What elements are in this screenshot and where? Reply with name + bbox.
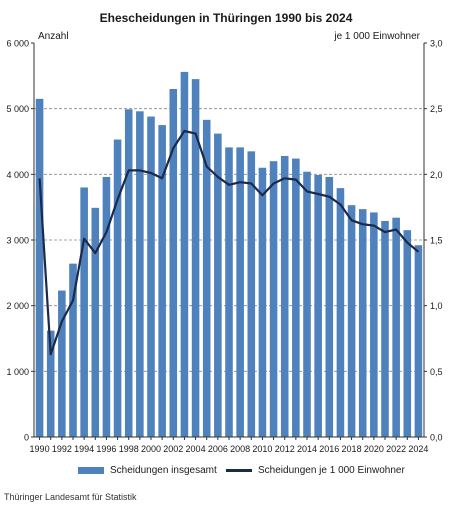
left-axis-label: Anzahl [38, 31, 69, 42]
bar [191, 79, 200, 437]
legend-label-bars: Scheidungen insgesamt [110, 465, 217, 476]
bar [202, 119, 211, 437]
left-tick-label: 6 000 [6, 39, 29, 49]
left-tick-label: 1 000 [6, 367, 29, 377]
bar [370, 212, 378, 437]
x-tick-label: 2000 [141, 444, 161, 454]
right-tick-label: 2,5 [430, 104, 443, 114]
bar [381, 220, 389, 437]
bar [80, 187, 88, 437]
bar [280, 155, 289, 438]
bar [414, 245, 423, 437]
bar [303, 171, 311, 437]
bar [35, 98, 44, 438]
right-tick-label: 1,5 [430, 236, 443, 246]
legend-swatch-bar [78, 467, 104, 474]
bar [336, 188, 345, 437]
bar [236, 147, 244, 437]
left-tick-label: 0 [24, 433, 29, 443]
right-tick-label: 3,0 [430, 39, 443, 49]
x-tick-label: 2006 [208, 444, 228, 454]
bar [347, 205, 356, 437]
bar [292, 158, 300, 437]
bar [269, 161, 278, 437]
x-tick-label: 2020 [364, 444, 384, 454]
bar [225, 147, 233, 437]
legend-swatch-line [226, 469, 252, 472]
x-tick-label: 2024 [408, 444, 428, 454]
bar [358, 209, 367, 437]
bar [91, 207, 100, 437]
source-note: Thüringer Landesamt für Statistik [4, 492, 137, 502]
bar [102, 176, 111, 437]
x-tick-label: 2012 [275, 444, 295, 454]
x-tick-label: 2014 [297, 444, 317, 454]
bar [180, 71, 189, 437]
x-tick-label: 2008 [230, 444, 250, 454]
left-tick-label: 2 000 [6, 301, 29, 311]
right-tick-label: 0,5 [430, 367, 443, 377]
chart-area: Anzahl je 1 000 Einwohner 0 1 000 2 000 3 0… [6, 31, 443, 454]
bar [147, 116, 155, 438]
bar [46, 330, 55, 437]
bar [69, 263, 77, 437]
x-tick-label: 1990 [30, 444, 50, 454]
bar [169, 88, 178, 437]
series-line [38, 129, 420, 356]
x-tick-label: 1998 [119, 444, 139, 454]
bar [136, 111, 144, 437]
bar [158, 125, 166, 437]
bar [247, 151, 256, 437]
right-tick-label: 1,0 [430, 301, 443, 311]
x-tick-label: 2018 [342, 444, 362, 454]
chart-title: Ehescheidungen in Thüringen 1990 bis 202… [99, 11, 353, 25]
bar [58, 290, 66, 437]
x-tick-label: 2002 [163, 444, 183, 454]
bar [113, 139, 122, 437]
bar [403, 230, 412, 437]
x-tick-label: 1992 [52, 444, 72, 454]
right-tick-label: 2,0 [430, 170, 443, 180]
left-tick-label: 3 000 [6, 236, 29, 246]
bar [325, 176, 334, 437]
bar [124, 109, 133, 437]
bar [392, 217, 400, 437]
right-axis-label: je 1 000 Einwohner [333, 31, 420, 42]
left-tick-label: 5 000 [6, 104, 29, 114]
x-tick-label: 1996 [96, 444, 116, 454]
bar [258, 167, 267, 437]
bar [214, 133, 222, 437]
left-tick-label: 4 000 [6, 170, 29, 180]
bar [314, 174, 322, 438]
right-tick-label: 0,0 [430, 433, 443, 443]
x-tick-label: 1994 [74, 444, 94, 454]
x-tick-label: 2016 [319, 444, 339, 454]
legend-label-line: Scheidungen je 1 000 Einwohner [258, 465, 405, 476]
legend-item-bars: Scheidungen insgesamt [78, 465, 217, 476]
x-tick-label: 2004 [186, 444, 206, 454]
legend-item-line: Scheidungen je 1 000 Einwohner [226, 465, 405, 476]
x-tick-label: 2010 [252, 444, 272, 454]
x-tick-label: 2022 [386, 444, 406, 454]
